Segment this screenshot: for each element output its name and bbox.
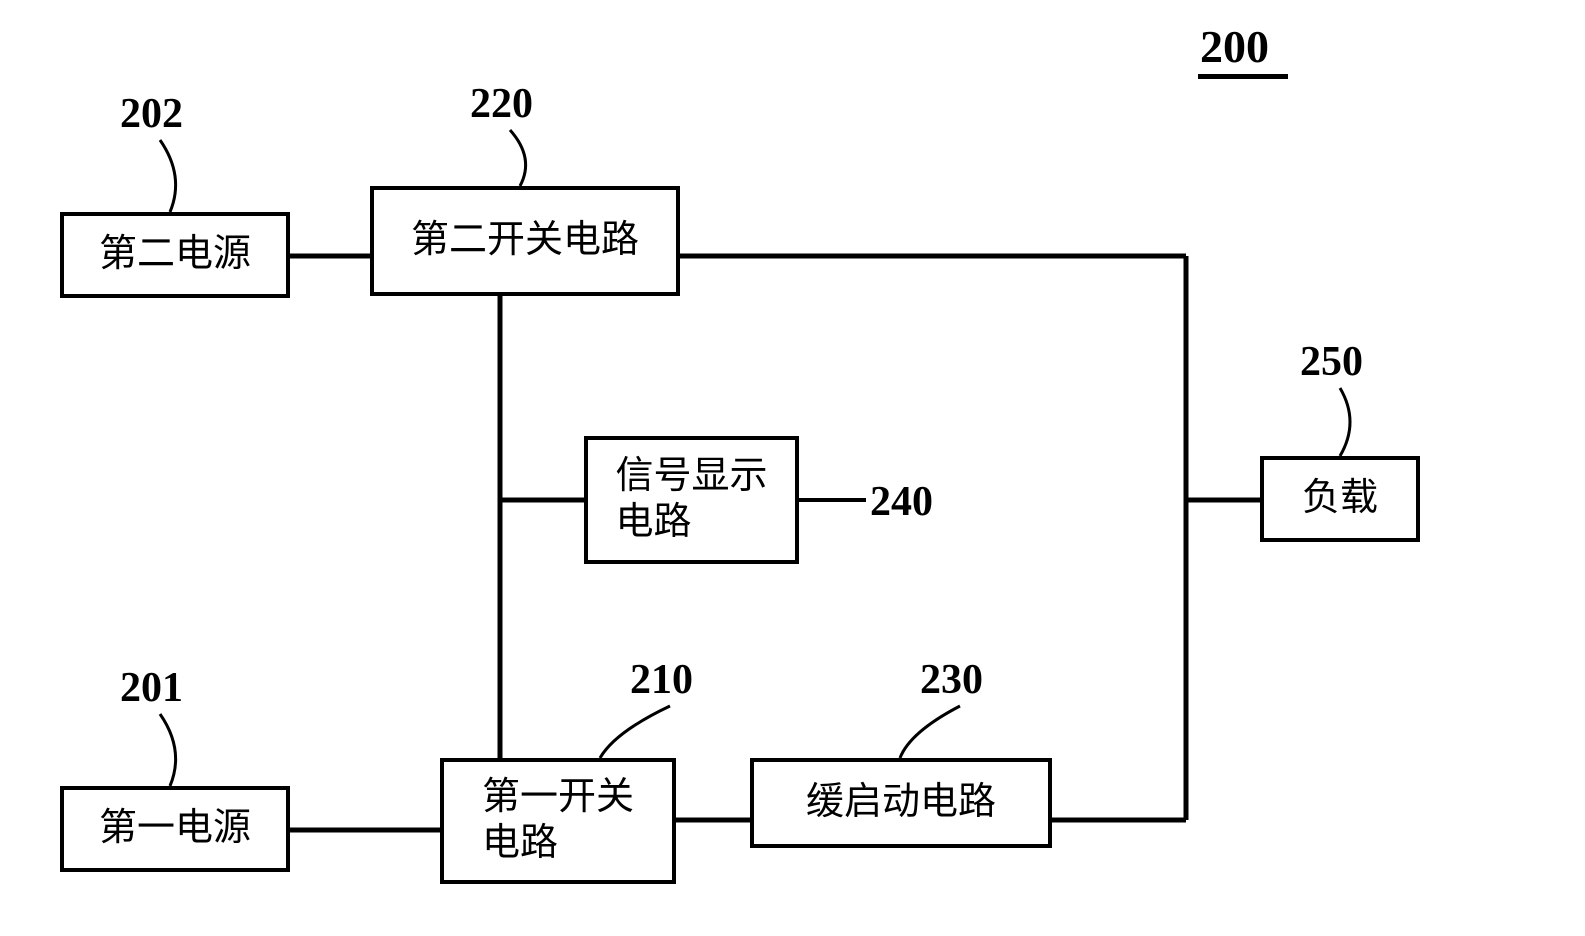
label-210: 210 xyxy=(630,656,693,704)
label-220: 220 xyxy=(470,80,533,128)
label-202: 202 xyxy=(120,90,183,138)
label-250: 250 xyxy=(1300,338,1363,386)
label-240: 240 xyxy=(870,478,933,526)
label-201: 201 xyxy=(120,664,183,712)
diagram-stage: 200 第二电源 第二开关电路 信号显示 电路 第一开关 电路 缓启动电路 第一… xyxy=(0,0,1585,936)
label-230: 230 xyxy=(920,656,983,704)
leader-layer xyxy=(0,0,1585,936)
